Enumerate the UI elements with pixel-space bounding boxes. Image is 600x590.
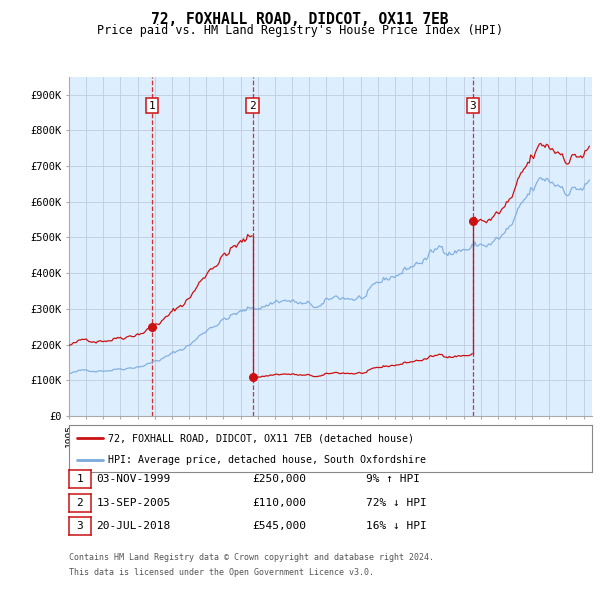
Text: 3: 3 [470,100,476,110]
Text: 3: 3 [76,522,83,531]
Text: 72, FOXHALL ROAD, DIDCOT, OX11 7EB (detached house): 72, FOXHALL ROAD, DIDCOT, OX11 7EB (deta… [108,433,414,443]
Text: £250,000: £250,000 [252,474,306,484]
Text: 20-JUL-2018: 20-JUL-2018 [97,522,171,531]
Text: 72, FOXHALL ROAD, DIDCOT, OX11 7EB: 72, FOXHALL ROAD, DIDCOT, OX11 7EB [151,12,449,27]
Text: 2: 2 [76,498,83,507]
Text: £110,000: £110,000 [252,498,306,507]
Text: 1: 1 [149,100,155,110]
Text: Contains HM Land Registry data © Crown copyright and database right 2024.: Contains HM Land Registry data © Crown c… [69,553,434,562]
Text: 72% ↓ HPI: 72% ↓ HPI [366,498,427,507]
Text: Price paid vs. HM Land Registry's House Price Index (HPI): Price paid vs. HM Land Registry's House … [97,24,503,37]
Text: 03-NOV-1999: 03-NOV-1999 [97,474,171,484]
Text: 13-SEP-2005: 13-SEP-2005 [97,498,171,507]
Text: 9% ↑ HPI: 9% ↑ HPI [366,474,420,484]
Text: 2: 2 [249,100,256,110]
Text: This data is licensed under the Open Government Licence v3.0.: This data is licensed under the Open Gov… [69,568,374,577]
Text: 16% ↓ HPI: 16% ↓ HPI [366,522,427,531]
Text: HPI: Average price, detached house, South Oxfordshire: HPI: Average price, detached house, Sout… [108,455,426,465]
Text: £545,000: £545,000 [252,522,306,531]
Text: 1: 1 [76,474,83,484]
